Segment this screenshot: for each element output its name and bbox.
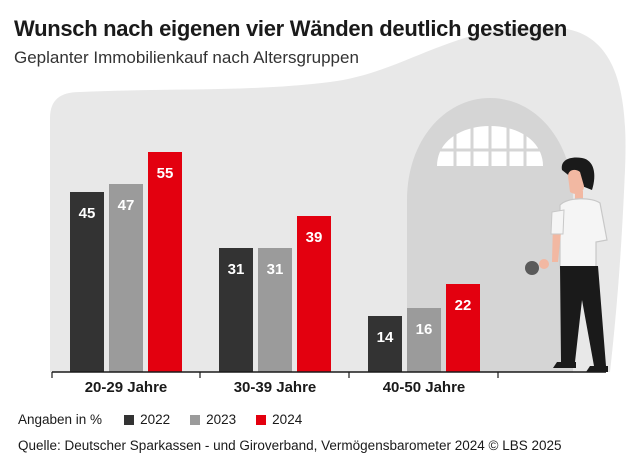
person-face — [568, 169, 584, 194]
data-label-2023-3: 16 — [416, 321, 433, 338]
data-label-2022-2: 31 — [228, 261, 245, 278]
legend: Angaben in % 2022 2023 2024 — [18, 412, 322, 427]
bar-2022-3 — [368, 316, 402, 372]
bar-2024-2 — [297, 216, 331, 372]
bars-layer — [70, 152, 480, 372]
legend-swatch-2024 — [256, 414, 267, 425]
data-label-2022-3: 14 — [377, 329, 394, 346]
category-labels-layer: 20-29 Jahre 30-39 Jahre 40-50 Jahre — [85, 379, 466, 396]
x-ticks-layer — [51, 372, 499, 378]
bar-2024-1 — [148, 152, 182, 372]
data-label-2023-2: 31 — [267, 261, 284, 278]
legend-swatch-2023 — [190, 414, 201, 425]
bar-2023-2 — [258, 248, 292, 372]
person-hand-ball — [525, 261, 539, 275]
person-shoe-left — [553, 362, 576, 368]
person-neck — [575, 191, 583, 201]
person-hand — [539, 259, 549, 269]
person-shoe-right — [586, 366, 608, 372]
chart-title: Wunsch nach eigenen vier Wänden deutlich… — [14, 16, 568, 41]
data-label-2024-3: 22 — [455, 297, 472, 314]
data-label-2023-1: 47 — [118, 197, 135, 214]
door-window-frame — [437, 124, 543, 166]
person-trousers — [560, 266, 606, 366]
category-label-3: 40-50 Jahre — [383, 379, 466, 396]
person-shirt — [559, 198, 608, 269]
legend-item-2024: 2024 — [256, 412, 302, 427]
legend-label-2024: 2024 — [272, 412, 303, 427]
legend-label-2022: 2022 — [140, 412, 171, 427]
person-illustration — [525, 157, 608, 372]
unit-note: Angaben in % — [18, 412, 103, 427]
legend-swatch-2022 — [124, 414, 135, 425]
legend-item-2023: 2023 — [190, 412, 236, 427]
legend-label-2023: 2023 — [206, 412, 237, 427]
data-label-2024-1: 55 — [157, 165, 174, 182]
chart-subtitle: Geplanter Immobilienkauf nach Altersgrup… — [14, 48, 359, 67]
data-labels-layer: 45 47 55 31 31 39 14 16 22 — [79, 165, 472, 346]
bar-2023-3 — [407, 308, 441, 372]
bar-2023-1 — [109, 184, 143, 372]
category-label-2: 30-39 Jahre — [234, 379, 317, 396]
legend-item-2022: 2022 — [124, 412, 170, 427]
bar-2022-2 — [219, 248, 253, 372]
data-label-2022-1: 45 — [79, 205, 96, 222]
category-label-1: 20-29 Jahre — [85, 379, 168, 396]
person-sleeve — [550, 209, 565, 235]
source-note: Quelle: Deutscher Sparkassen - und Girov… — [18, 438, 562, 453]
bar-2024-3 — [446, 284, 480, 372]
data-label-2024-2: 39 — [306, 229, 323, 246]
bar-2022-1 — [70, 192, 104, 372]
